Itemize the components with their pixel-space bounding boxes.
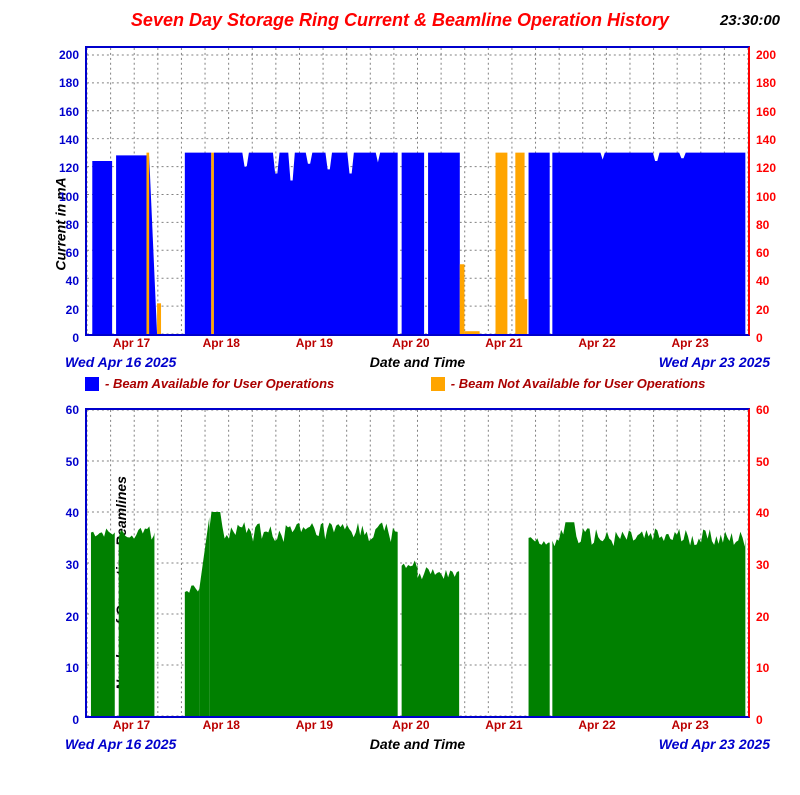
chart1-date-end: Wed Apr 23 2025 [659, 354, 770, 370]
ytick-right: 180 [756, 76, 786, 90]
ytick-right: 160 [756, 105, 786, 119]
ytick-left: 30 [49, 558, 79, 572]
ytick-right: 0 [756, 713, 786, 727]
ytick-left: 160 [49, 105, 79, 119]
ytick-right: 20 [756, 303, 786, 317]
chart2-xlabel: Date and Time [370, 736, 465, 752]
chart1-date-row: Wed Apr 16 2025 Date and Time Wed Apr 23… [85, 354, 750, 376]
ytick-left: 50 [49, 455, 79, 469]
ytick-right: 40 [756, 506, 786, 520]
chart2-svg [87, 410, 748, 716]
xtick: Apr 20 [392, 718, 429, 732]
ytick-right: 100 [756, 190, 786, 204]
ytick-left: 0 [49, 713, 79, 727]
ytick-right: 200 [756, 48, 786, 62]
ytick-left: 140 [49, 133, 79, 147]
chart1-plot-area: 020406080100120140160180200 020406080100… [85, 46, 750, 336]
timestamp: 23:30:00 [720, 12, 780, 29]
xtick: Apr 23 [671, 336, 708, 350]
ytick-left: 0 [49, 331, 79, 345]
ytick-right: 120 [756, 161, 786, 175]
chart2-date-end: Wed Apr 23 2025 [659, 736, 770, 752]
ytick-right: 40 [756, 274, 786, 288]
legend-available-label: - Beam Available for User Operations [105, 376, 334, 391]
chart2-date-start: Wed Apr 16 2025 [65, 736, 176, 752]
ytick-left: 80 [49, 218, 79, 232]
legend-unavailable: - Beam Not Available for User Operations [431, 376, 706, 391]
current-chart: Current in mA 02040608010012014016018020… [10, 46, 790, 402]
chart1-legend: - Beam Available for User Operations - B… [85, 376, 750, 402]
chart1-xlabel: Date and Time [370, 354, 465, 370]
chart2-plot-area: 0102030405060 0102030405060 [85, 408, 750, 718]
swatch-available-icon [85, 377, 99, 391]
ytick-left: 100 [49, 190, 79, 204]
ytick-left: 10 [49, 661, 79, 675]
xtick: Apr 17 [113, 336, 150, 350]
ytick-left: 40 [49, 506, 79, 520]
ytick-right: 20 [756, 610, 786, 624]
legend-unavailable-label: - Beam Not Available for User Operations [451, 376, 706, 391]
chart1-svg [87, 48, 748, 334]
ytick-left: 200 [49, 48, 79, 62]
ytick-right: 50 [756, 455, 786, 469]
beamlines-chart: Number of Operating Beamlines 0102030405… [10, 408, 790, 758]
ytick-right: 30 [756, 558, 786, 572]
chart2-xticks: Apr 17 Apr 18 Apr 19 Apr 20 Apr 21 Apr 22 Apr … [85, 718, 750, 736]
chart1-xticks: Apr 17 Apr 18 Apr 19 Apr 20 Apr 21 Apr 22 Apr … [85, 336, 750, 354]
xtick: Apr 22 [578, 718, 615, 732]
xtick: Apr 17 [113, 718, 150, 732]
xtick: Apr 18 [203, 336, 240, 350]
ytick-left: 60 [49, 403, 79, 417]
xtick: Apr 19 [296, 718, 333, 732]
ytick-right: 60 [756, 246, 786, 260]
xtick: Apr 18 [203, 718, 240, 732]
chart2-date-row: Wed Apr 16 2025 Date and Time Wed Apr 23… [85, 736, 750, 758]
chart1-date-start: Wed Apr 16 2025 [65, 354, 176, 370]
page: Seven Day Storage Ring Current & Beamlin… [10, 10, 790, 758]
xtick: Apr 22 [578, 336, 615, 350]
ytick-right: 10 [756, 661, 786, 675]
ytick-left: 120 [49, 161, 79, 175]
ytick-left: 20 [49, 610, 79, 624]
xtick: Apr 20 [392, 336, 429, 350]
ytick-right: 0 [756, 331, 786, 345]
ytick-left: 40 [49, 274, 79, 288]
header: Seven Day Storage Ring Current & Beamlin… [10, 10, 790, 40]
ytick-right: 60 [756, 403, 786, 417]
chart-title: Seven Day Storage Ring Current & Beamlin… [10, 10, 790, 31]
ytick-left: 60 [49, 246, 79, 260]
swatch-unavailable-icon [431, 377, 445, 391]
xtick: Apr 19 [296, 336, 333, 350]
ytick-left: 180 [49, 76, 79, 90]
xtick: Apr 23 [671, 718, 708, 732]
ytick-left: 20 [49, 303, 79, 317]
ytick-right: 80 [756, 218, 786, 232]
xtick: Apr 21 [485, 718, 522, 732]
legend-available: - Beam Available for User Operations [85, 376, 334, 391]
xtick: Apr 21 [485, 336, 522, 350]
ytick-right: 140 [756, 133, 786, 147]
